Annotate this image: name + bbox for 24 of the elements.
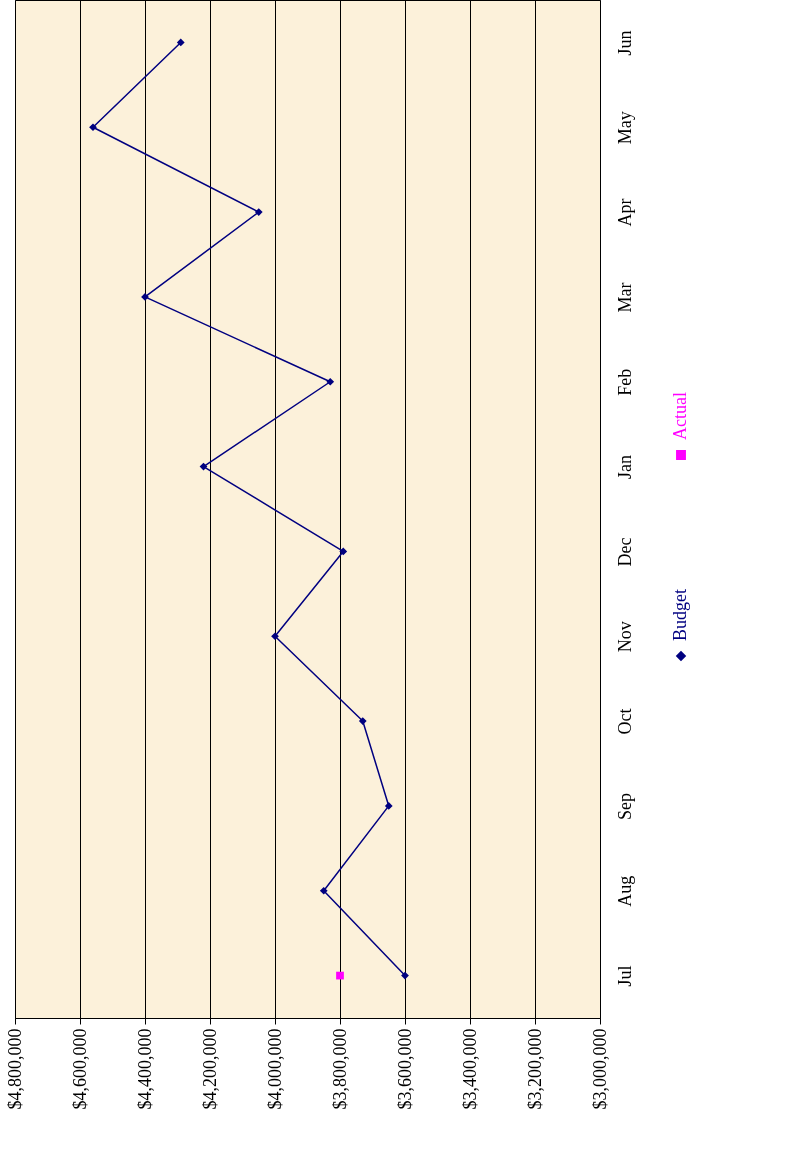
x-tick-label: $3,200,000 xyxy=(524,1028,545,1110)
text: Actual xyxy=(670,392,690,440)
x-tick-label: $4,800,000 xyxy=(4,1028,25,1110)
y-tick-label: Nov xyxy=(614,621,635,653)
y-tick-label: Jun xyxy=(614,30,635,56)
y-tick-label: Mar xyxy=(614,282,635,313)
x-tick-label: $3,800,000 xyxy=(329,1028,350,1110)
y-tick-label: Jul xyxy=(614,965,635,987)
y-tick-label: Oct xyxy=(614,708,635,735)
x-tick-label: $3,000,000 xyxy=(589,1028,610,1110)
text: Budget xyxy=(670,589,690,641)
y-tick-label: Feb xyxy=(614,368,635,396)
y-tick-label: May xyxy=(614,111,635,145)
x-tick-label: $4,000,000 xyxy=(264,1028,285,1110)
x-tick-label: $3,600,000 xyxy=(394,1028,415,1110)
y-tick-label: Jan xyxy=(614,455,635,480)
x-tick-label: $4,200,000 xyxy=(199,1028,220,1110)
y-tick-label: Sep xyxy=(614,792,635,820)
x-tick-label: $4,400,000 xyxy=(134,1028,155,1110)
x-tick-label: $4,600,000 xyxy=(69,1028,90,1110)
y-tick-label: Dec xyxy=(614,537,635,567)
y-tick-label: Apr xyxy=(614,198,635,227)
x-tick-label: $3,400,000 xyxy=(459,1028,480,1110)
y-tick-label: Aug xyxy=(614,875,635,907)
